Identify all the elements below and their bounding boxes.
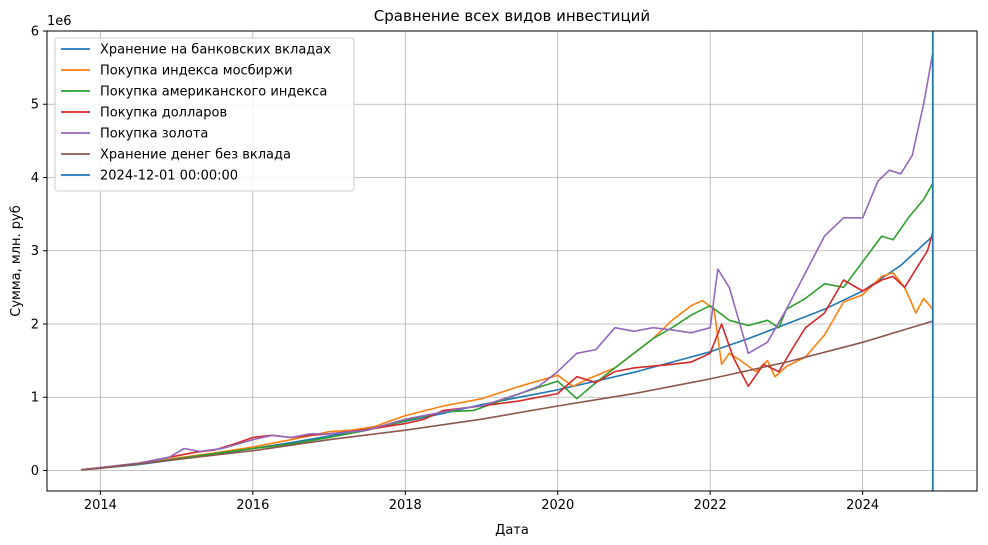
legend-label: Покупка американского индекса — [100, 85, 327, 100]
y-tick-label: 4 — [31, 171, 39, 186]
x-axis-label: Дата — [495, 523, 529, 538]
legend-label: Покупка долларов — [100, 106, 227, 121]
chart-title: Сравнение всех видов инвестиций — [374, 7, 650, 25]
legend-label: Покупка индекса мосбиржи — [100, 64, 293, 79]
series-line — [81, 271, 934, 471]
legend-label: Покупка золота — [100, 127, 208, 142]
series-line — [81, 183, 934, 471]
y-tick-label: 3 — [31, 244, 39, 259]
series-line — [81, 232, 934, 471]
x-axis-ticks: 2014 2016 2018 2020 2022 2024 — [84, 491, 879, 513]
legend-box — [54, 37, 355, 192]
series-line — [81, 235, 934, 471]
y-axis-multiplier: 1e6 — [47, 14, 72, 29]
x-tick-label: 2024 — [846, 498, 879, 513]
series-line — [81, 52, 934, 471]
x-tick-label: 2016 — [236, 498, 269, 513]
y-axis-label: Сумма, млн. руб — [9, 205, 24, 316]
legend-label: Хранение на банковских вкладах — [100, 43, 331, 58]
legend: Хранение на банковских вкладах Покупка ин… — [54, 37, 355, 192]
y-axis-ticks: 0 1 2 3 4 5 6 — [31, 25, 47, 479]
series-line — [81, 320, 934, 471]
y-tick-label: 6 — [31, 25, 39, 40]
y-tick-label: 1 — [31, 391, 39, 406]
y-tick-label: 5 — [31, 98, 39, 113]
y-tick-label: 2 — [31, 317, 39, 332]
x-tick-label: 2018 — [389, 498, 422, 513]
series-lines — [81, 52, 934, 471]
plot-frame — [46, 30, 978, 492]
x-tick-label: 2014 — [84, 498, 117, 513]
legend-label: Хранение денег без вклада — [100, 148, 291, 163]
x-tick-label: 2022 — [694, 498, 727, 513]
x-tick-label: 2020 — [541, 498, 574, 513]
y-tick-label: 0 — [31, 464, 39, 479]
legend-label: 2024-12-01 00:00:00 — [100, 169, 238, 184]
